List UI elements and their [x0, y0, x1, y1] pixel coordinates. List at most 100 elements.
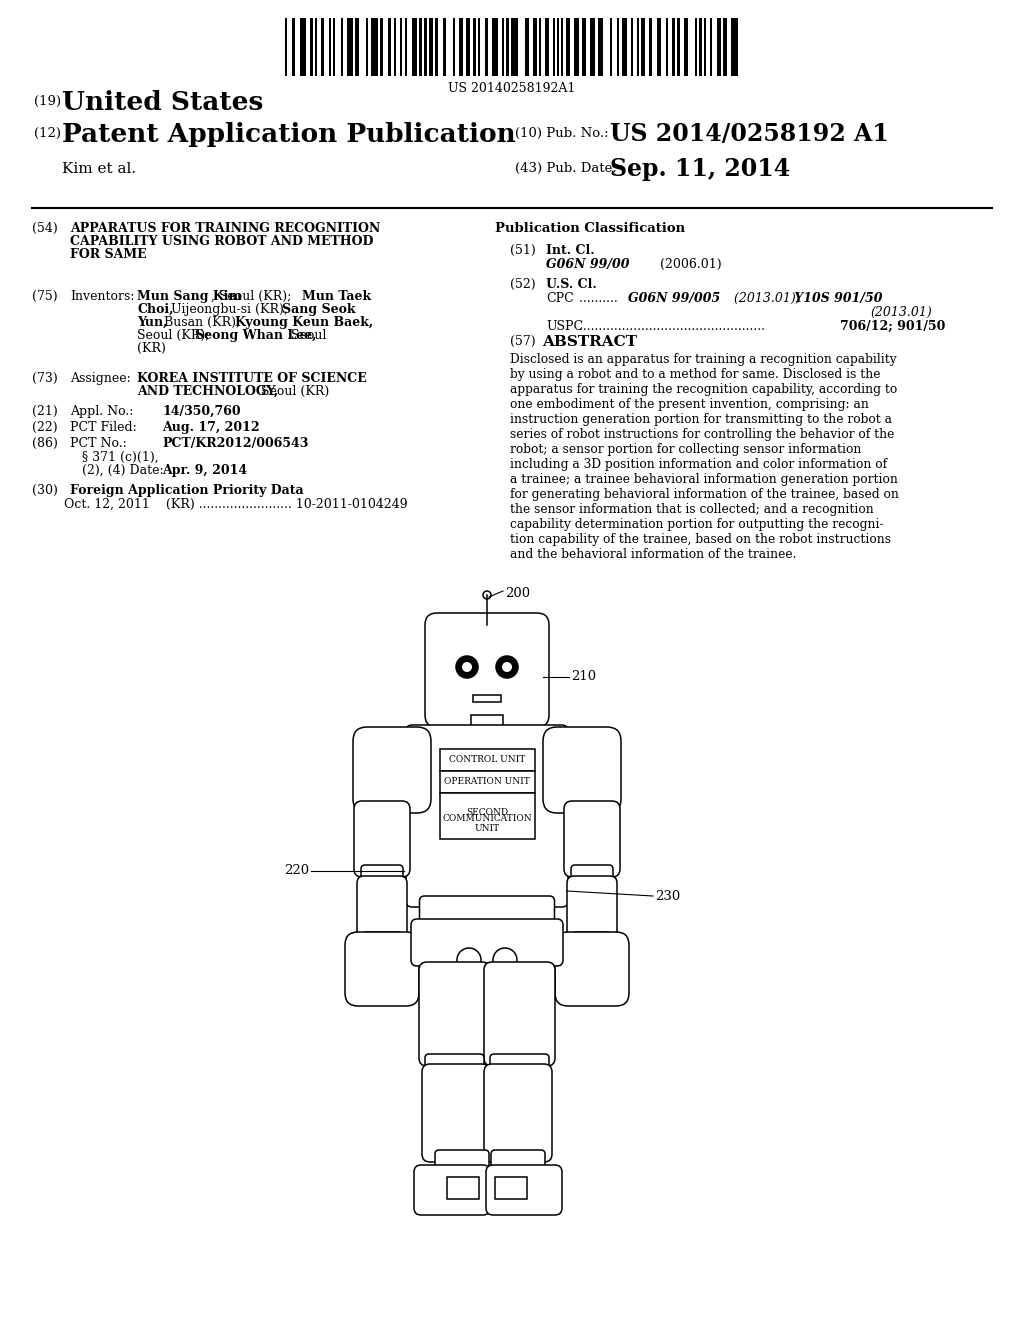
- Circle shape: [462, 663, 472, 672]
- Text: ABSTRACT: ABSTRACT: [543, 335, 638, 348]
- Text: Choi,: Choi,: [137, 304, 173, 315]
- Text: Sang Seok: Sang Seok: [282, 304, 355, 315]
- Bar: [540, 18, 542, 77]
- Bar: [723, 18, 727, 77]
- Text: (2013.01): (2013.01): [870, 306, 932, 319]
- Text: Oct. 12, 2011    (KR) ........................ 10-2011-0104249: Oct. 12, 2011 (KR) .....................…: [63, 498, 408, 511]
- Bar: [717, 18, 721, 77]
- Bar: [442, 18, 446, 77]
- FancyBboxPatch shape: [406, 725, 568, 907]
- Bar: [447, 1177, 479, 1199]
- Text: CPC: CPC: [546, 292, 573, 305]
- FancyBboxPatch shape: [490, 1053, 549, 1076]
- FancyBboxPatch shape: [354, 801, 410, 876]
- Bar: [656, 18, 662, 77]
- Bar: [610, 18, 611, 77]
- Bar: [315, 18, 317, 77]
- FancyBboxPatch shape: [490, 1150, 545, 1176]
- Bar: [485, 18, 488, 77]
- Text: Seoul (KR): Seoul (KR): [257, 385, 330, 399]
- Bar: [419, 18, 422, 77]
- Text: 210: 210: [571, 671, 596, 684]
- Text: Patent Application Publication: Patent Application Publication: [62, 121, 516, 147]
- Text: (51): (51): [510, 244, 536, 257]
- Bar: [637, 18, 639, 77]
- Bar: [672, 18, 675, 77]
- Bar: [557, 18, 559, 77]
- Text: (86): (86): [32, 437, 58, 450]
- Text: Seoul (KR);: Seoul (KR);: [137, 329, 213, 342]
- Text: OPERATION UNIT: OPERATION UNIT: [444, 777, 529, 787]
- FancyBboxPatch shape: [362, 932, 401, 948]
- Text: PCT Filed:: PCT Filed:: [70, 421, 137, 434]
- Bar: [591, 18, 595, 77]
- FancyBboxPatch shape: [484, 1064, 552, 1162]
- Text: (54): (54): [32, 222, 57, 235]
- FancyBboxPatch shape: [555, 932, 629, 1006]
- Text: ..........: ..........: [575, 292, 617, 305]
- Bar: [695, 18, 697, 77]
- Bar: [705, 18, 707, 77]
- Circle shape: [456, 656, 478, 678]
- Bar: [439, 748, 535, 771]
- FancyBboxPatch shape: [567, 876, 617, 942]
- Text: Sep. 11, 2014: Sep. 11, 2014: [610, 157, 791, 181]
- Bar: [631, 18, 633, 77]
- Text: Publication Classification: Publication Classification: [495, 222, 685, 235]
- Circle shape: [457, 948, 481, 972]
- FancyBboxPatch shape: [345, 932, 419, 1006]
- Bar: [545, 18, 550, 77]
- Text: 230: 230: [655, 890, 680, 903]
- FancyBboxPatch shape: [486, 1166, 562, 1214]
- Text: (KR): (KR): [137, 342, 166, 355]
- Bar: [355, 18, 358, 77]
- Text: Busan (KR);: Busan (KR);: [160, 315, 245, 329]
- Bar: [532, 18, 538, 77]
- Text: 14/350,760: 14/350,760: [162, 405, 241, 418]
- Text: (30): (30): [32, 484, 58, 498]
- Text: United States: United States: [62, 90, 263, 115]
- Text: (2), (4) Date:: (2), (4) Date:: [82, 465, 164, 477]
- FancyBboxPatch shape: [571, 865, 613, 887]
- Bar: [292, 18, 295, 77]
- FancyBboxPatch shape: [425, 612, 549, 727]
- Circle shape: [502, 663, 512, 672]
- Text: Apr. 9, 2014: Apr. 9, 2014: [162, 465, 247, 477]
- Text: Int. Cl.: Int. Cl.: [546, 244, 595, 257]
- Bar: [473, 696, 501, 702]
- Bar: [566, 18, 569, 77]
- Bar: [453, 18, 455, 77]
- FancyBboxPatch shape: [353, 727, 431, 813]
- Text: § 371 (c)(1),: § 371 (c)(1),: [82, 451, 159, 465]
- Text: AND TECHNOLOGY,: AND TECHNOLOGY,: [137, 385, 279, 399]
- Bar: [329, 18, 331, 77]
- Bar: [616, 18, 618, 77]
- Bar: [321, 18, 324, 77]
- Bar: [598, 18, 603, 77]
- FancyBboxPatch shape: [422, 1064, 490, 1162]
- Text: 706/12; 901/50: 706/12; 901/50: [840, 319, 945, 333]
- FancyBboxPatch shape: [484, 962, 555, 1067]
- Text: Y10S 901/50: Y10S 901/50: [790, 292, 883, 305]
- Bar: [667, 18, 669, 77]
- Bar: [492, 18, 499, 77]
- Text: USPC: USPC: [546, 319, 583, 333]
- Text: (75): (75): [32, 290, 57, 304]
- Text: (21): (21): [32, 405, 57, 418]
- Bar: [511, 18, 518, 77]
- Text: Aug. 17, 2012: Aug. 17, 2012: [162, 421, 260, 434]
- FancyBboxPatch shape: [435, 1150, 489, 1176]
- Bar: [347, 18, 353, 77]
- Bar: [641, 18, 645, 77]
- Bar: [622, 18, 627, 77]
- Bar: [394, 18, 396, 77]
- Bar: [406, 18, 408, 77]
- Bar: [439, 771, 535, 793]
- FancyBboxPatch shape: [564, 801, 620, 876]
- Bar: [524, 18, 529, 77]
- Bar: [429, 18, 433, 77]
- Text: (22): (22): [32, 421, 57, 434]
- Bar: [677, 18, 680, 77]
- Text: (19): (19): [34, 95, 61, 108]
- FancyBboxPatch shape: [414, 1166, 490, 1214]
